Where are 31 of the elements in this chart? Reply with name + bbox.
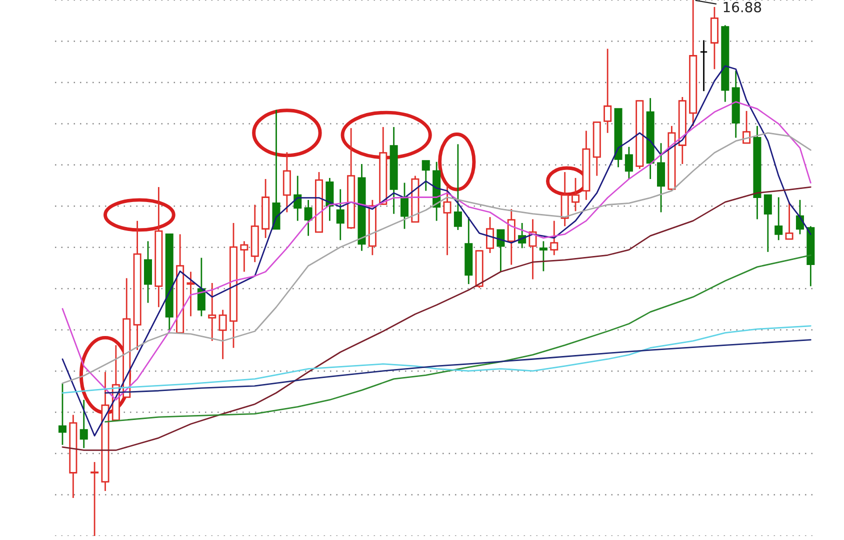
candlestick — [539, 240, 548, 272]
candlestick — [572, 177, 580, 212]
candlestick — [400, 182, 409, 230]
candlestick — [700, 40, 708, 92]
candlestick — [304, 199, 312, 237]
candlestick — [443, 185, 452, 256]
candlestick — [90, 461, 99, 536]
candlestick — [560, 171, 569, 227]
candlestick — [186, 271, 195, 317]
candlestick — [604, 48, 612, 134]
candlestick — [657, 142, 666, 213]
candlestick — [197, 257, 206, 317]
candlestick — [785, 201, 794, 240]
candlestick — [80, 399, 88, 449]
candlestick — [454, 143, 462, 231]
candlestick — [58, 382, 66, 446]
candlestick — [240, 240, 248, 272]
candlestick — [742, 110, 751, 144]
annotation: 16.88 — [724, 2, 762, 12]
candlestick — [208, 282, 216, 342]
candlestick — [764, 194, 772, 253]
candlestick — [774, 196, 783, 241]
candlestick — [507, 208, 516, 266]
candlestick — [486, 216, 494, 254]
candlestick — [336, 188, 344, 241]
candlestick — [496, 229, 505, 272]
candlestick — [550, 220, 558, 256]
candlestick — [326, 177, 334, 222]
candlestick — [422, 160, 430, 192]
candlestick — [218, 309, 227, 360]
candlestick — [624, 146, 633, 180]
